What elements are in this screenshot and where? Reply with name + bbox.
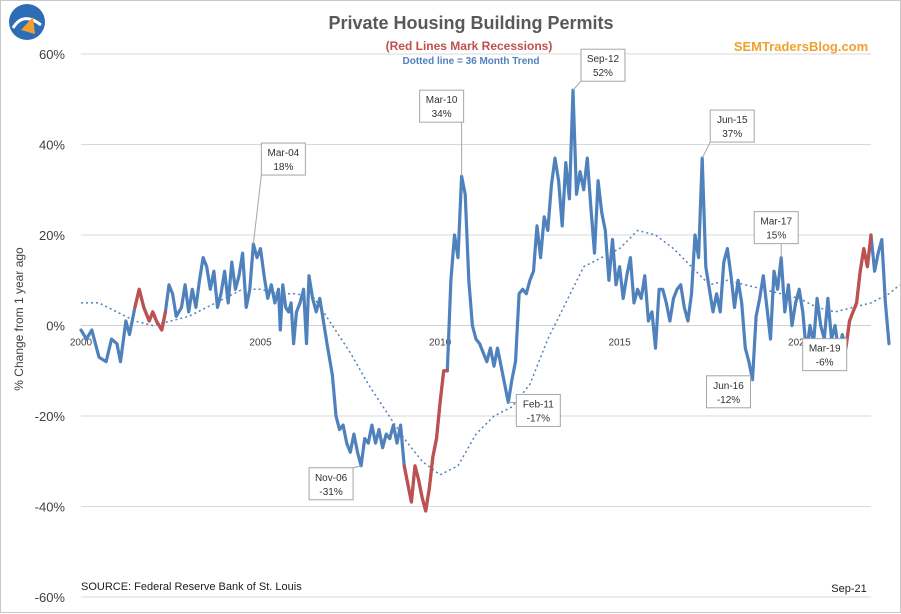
callout-value: 18% [273, 162, 293, 173]
y-tick-label: -40% [35, 500, 66, 515]
source-label: SOURCE: Federal Reserve Bank of St. Loui… [81, 581, 302, 593]
recession-line [133, 287, 167, 332]
callout-box [260, 142, 306, 176]
callout-box [802, 338, 848, 372]
callout-label: Nov-06 [315, 473, 348, 484]
y-tick-label: 0% [46, 319, 65, 334]
x-tick-labels: 2000 2005 2010 2015 2020 [70, 338, 811, 349]
y-tick-label: 20% [39, 228, 65, 243]
callout-label: Jun-15 [717, 115, 748, 126]
callout-value: -31% [319, 487, 342, 498]
callout: Mar-10 34% [419, 89, 465, 177]
recession-line [402, 369, 449, 513]
callout-value: 34% [432, 109, 452, 120]
y-tick-label: 60% [39, 47, 65, 62]
callout-box [419, 89, 465, 123]
date-label: Sep-21 [831, 583, 866, 595]
callout-pointer [252, 174, 262, 245]
callout-value: 52% [593, 68, 613, 79]
callout: Mar-17 15% [753, 211, 799, 258]
callout-box [580, 48, 626, 82]
callout-pointer [572, 80, 582, 91]
callout: Feb-11 -17% [508, 393, 561, 427]
callout-box [308, 467, 354, 501]
callout-value: -6% [816, 358, 834, 369]
trend-series-line [81, 229, 901, 476]
callout-value: 37% [722, 129, 742, 140]
callouts: Mar-04 18% Nov-06 -31% Mar-10 34% Feb-11 -17% Se… [252, 48, 848, 501]
callout-box [753, 211, 799, 245]
chart-subtitle: (Red Lines Mark Recessions) [386, 39, 553, 53]
logo-circle [9, 4, 45, 40]
x-tick-label: 2000 [70, 338, 93, 349]
callout-value: -17% [527, 413, 550, 424]
logo [9, 4, 45, 40]
callout: Mar-04 18% [252, 142, 306, 245]
permits-series-line [79, 88, 891, 513]
callout-value: 15% [766, 231, 786, 242]
y-axis-label: % Change from 1 year ago [12, 247, 26, 391]
callout-label: Feb-11 [523, 399, 554, 410]
y-tick-label: -20% [35, 409, 66, 424]
callout-label: Mar-10 [426, 95, 458, 106]
chart-note: Dotted line = 36 Month Trend [403, 56, 540, 67]
y-tick-labels: 60% 40% 20% 0% -20% -40% -60% [35, 47, 66, 605]
brand-label: SEMTradersBlog.com [734, 39, 868, 54]
callout: Jun-15 37% [701, 109, 755, 159]
recession-line [844, 233, 873, 350]
callout: Mar-19 -6% [802, 338, 848, 372]
callout-label: Jun-16 [713, 381, 744, 392]
y-tick-label: 40% [39, 138, 65, 153]
logo-mark [21, 17, 35, 34]
callout-box [706, 375, 751, 409]
callout: Sep-12 52% [572, 48, 626, 91]
x-tick-label: 2015 [609, 338, 632, 349]
gridlines [81, 53, 871, 598]
callout-box [515, 393, 561, 427]
recession-lines [133, 233, 873, 513]
callout-label: Mar-17 [760, 217, 792, 228]
callout-pointer [352, 465, 362, 469]
logo-swoosh [11, 17, 42, 29]
y-tick-label: -60% [35, 590, 66, 605]
callout-label: Mar-04 [268, 148, 300, 159]
x-tick-label: 2005 [249, 338, 272, 349]
callout-value: -12% [717, 395, 740, 406]
callout-box [709, 109, 755, 143]
callout: Nov-06 -31% [308, 465, 362, 501]
callout: Jun-16 -12% [706, 375, 753, 409]
callout-pointer [701, 141, 711, 159]
x-tick-label: 2010 [429, 338, 452, 349]
callout-label: Sep-12 [587, 54, 620, 65]
x-tick-label: 2020 [788, 338, 811, 349]
chart-title: Private Housing Building Permits [328, 13, 613, 33]
callout-label: Mar-19 [809, 344, 841, 355]
